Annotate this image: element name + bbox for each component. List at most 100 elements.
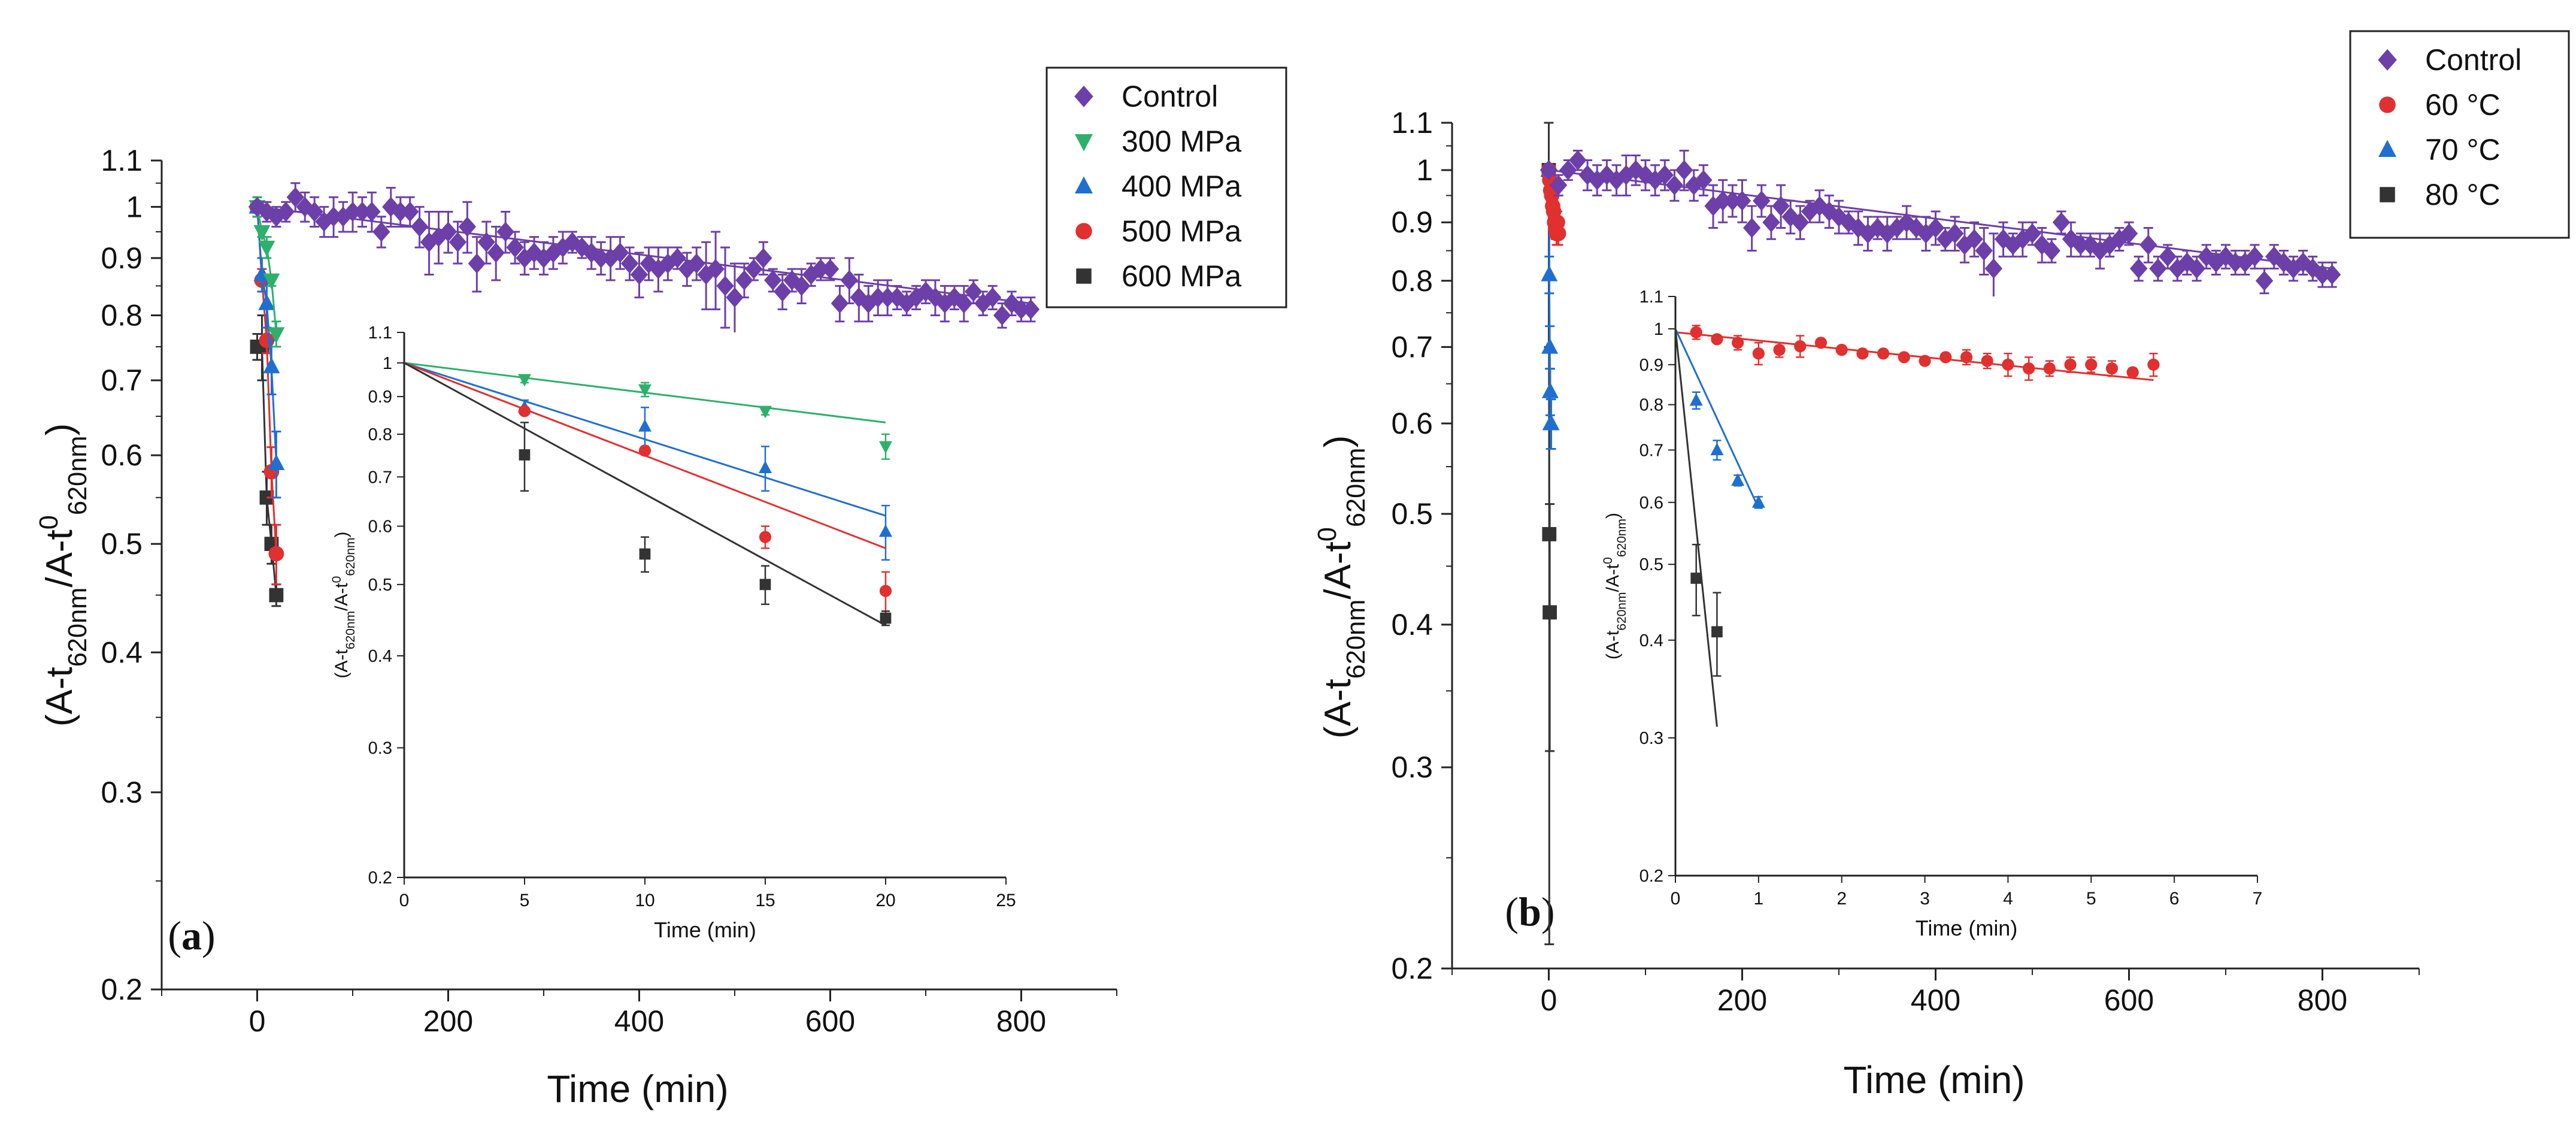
data-point xyxy=(878,287,896,308)
inset-chart: 0.2 0.3 0.4 0.5 0.6 0.7 0.8 0.9 1 1.1 0 5 10 15 20 25 Ti… xyxy=(330,323,1016,942)
data-point xyxy=(363,201,381,222)
data-point xyxy=(392,201,410,222)
inset-background xyxy=(1675,296,2257,876)
data-point xyxy=(965,282,983,302)
data-point xyxy=(573,237,591,258)
data-point xyxy=(620,253,639,274)
data-point xyxy=(268,454,285,470)
panel-label-letter: b xyxy=(1519,889,1541,934)
data-point xyxy=(1690,573,1702,584)
data-point xyxy=(1541,382,1559,398)
data-point xyxy=(1598,165,1616,186)
data-point xyxy=(439,222,457,242)
y-tick-label: 1 xyxy=(126,190,143,223)
inset-y-tick-label: 0.9 xyxy=(1639,356,1663,375)
data-point xyxy=(1919,355,1931,367)
data-point xyxy=(1542,605,1557,620)
inset-y-tick-label: 0.6 xyxy=(368,517,392,537)
data-point xyxy=(382,196,400,217)
legend-marker xyxy=(2378,49,2397,71)
data-point xyxy=(1814,337,1828,349)
inset-y-tick-label: 1.1 xyxy=(368,323,392,343)
panel-a: 0.20.30.40.50.60.70.80.911.10 200 400 600 80… xyxy=(35,66,1287,1110)
data-point xyxy=(1839,212,1857,233)
y-tick-label: 1.1 xyxy=(101,144,143,177)
data-point xyxy=(1939,351,1952,364)
data-point xyxy=(1636,165,1654,186)
data-point xyxy=(1733,190,1751,211)
data-point xyxy=(811,259,830,279)
inset-x-tick-label: 15 xyxy=(755,891,775,910)
data-point xyxy=(1685,175,1703,195)
y-tick-label: 0.7 xyxy=(101,364,143,397)
data-point xyxy=(458,216,477,237)
data-point xyxy=(659,253,677,274)
fit-line xyxy=(404,362,886,626)
inset-y-tick-label: 0.4 xyxy=(1639,631,1663,650)
data-point xyxy=(879,585,892,597)
data-point xyxy=(1753,190,1771,211)
data-point xyxy=(745,259,763,279)
inset-y-tick-label: 1 xyxy=(1654,320,1663,339)
data-point xyxy=(630,264,648,285)
legend-label: Control xyxy=(1122,80,1218,113)
x-tick-label: 800 xyxy=(2298,983,2347,1017)
data-point xyxy=(1542,414,1560,431)
data-point xyxy=(2187,258,2206,279)
data-point xyxy=(993,305,1011,326)
data-point xyxy=(792,276,811,296)
inset-x-axis-label: Time (min) xyxy=(654,918,756,942)
data-point xyxy=(516,248,534,268)
data-point xyxy=(1022,299,1040,320)
x-tick-label: 200 xyxy=(1717,983,1767,1017)
data-point xyxy=(1714,190,1732,211)
legend-label: 300 MPa xyxy=(1122,125,1241,158)
data-point xyxy=(1773,344,1786,356)
legend-marker xyxy=(1075,223,1092,240)
inset-x-tick-label: 2 xyxy=(1836,889,1847,909)
data-point xyxy=(735,270,753,290)
data-point xyxy=(1588,169,1606,190)
data-point xyxy=(1877,347,1890,360)
data-point xyxy=(640,253,658,274)
panel-label: (b) xyxy=(1505,889,1554,934)
data-point xyxy=(334,206,352,227)
legend-marker xyxy=(1076,268,1092,284)
data-point xyxy=(1762,212,1780,233)
data-point xyxy=(1752,347,1765,360)
inset-y-axis-label: (A-t620nm/A-t0620nm) xyxy=(1601,513,1629,659)
data-point xyxy=(2105,362,2119,375)
inset-x-tick-label: 0 xyxy=(399,891,410,910)
data-point xyxy=(1751,495,1765,508)
data-point xyxy=(1732,337,1744,349)
data-point xyxy=(268,546,284,562)
inset-y-axis-label: (A-t620nm/A-t0620nm) xyxy=(330,531,357,678)
y-tick-label: 0.3 xyxy=(1391,750,1433,784)
data-point xyxy=(2120,223,2138,244)
data-point xyxy=(726,287,744,308)
legend-marker xyxy=(1075,176,1093,193)
data-point xyxy=(1794,340,1807,353)
data-point xyxy=(592,248,610,268)
data-point xyxy=(496,222,514,242)
data-point xyxy=(372,222,390,242)
data-point xyxy=(668,248,686,268)
data-point xyxy=(759,531,772,543)
data-point xyxy=(1695,169,1713,190)
inset-x-tick-label: 1 xyxy=(1754,889,1764,909)
data-point xyxy=(1012,299,1031,320)
legend-label: 80 °C xyxy=(2425,178,2501,211)
data-point xyxy=(1541,265,1558,282)
x-tick-label: 200 xyxy=(423,1004,473,1038)
data-point xyxy=(2042,240,2060,261)
inset-y-tick-label: 0.9 xyxy=(368,388,392,407)
legend-marker xyxy=(2379,96,2396,113)
data-point xyxy=(1550,225,1566,241)
legend-marker xyxy=(1074,86,1093,107)
legend-marker xyxy=(2380,187,2395,202)
data-point xyxy=(2265,246,2283,267)
data-point xyxy=(1960,351,1973,364)
inset-x-axis-label: Time (min) xyxy=(1916,916,2018,940)
inset-x-tick-label: 4 xyxy=(2003,889,2013,909)
data-point xyxy=(898,293,916,314)
